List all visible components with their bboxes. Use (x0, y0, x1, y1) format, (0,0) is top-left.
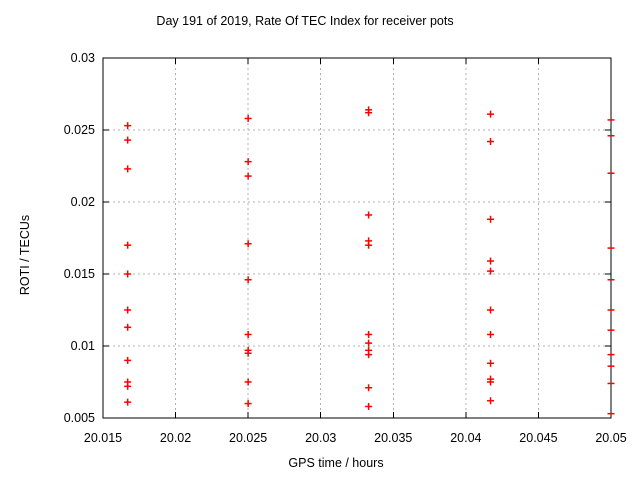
x-tick-label: 20.035 (374, 431, 412, 445)
plot-frame (102, 57, 612, 419)
y-tick-label: 0.025 (64, 123, 95, 137)
y-tick-label: 0.01 (71, 339, 95, 353)
x-tick-label: 20.03 (305, 431, 336, 445)
y-tick-label: 0.015 (64, 267, 95, 281)
x-tick-label: 20.015 (84, 431, 122, 445)
y-tick-label: 0.03 (71, 51, 95, 65)
x-tick-label: 20.045 (519, 431, 557, 445)
x-tick-label: 20.04 (450, 431, 481, 445)
chart-title: Day 191 of 2019, Rate Of TEC Index for r… (156, 14, 454, 28)
x-tick-label: 20.02 (160, 431, 191, 445)
y-tick-label: 0.02 (71, 195, 95, 209)
x-tick-label: 20.05 (595, 431, 626, 445)
y-tick-label: 0.005 (64, 411, 95, 425)
x-tick-label: 20.025 (229, 431, 267, 445)
x-axis-label: GPS time / hours (288, 456, 384, 470)
